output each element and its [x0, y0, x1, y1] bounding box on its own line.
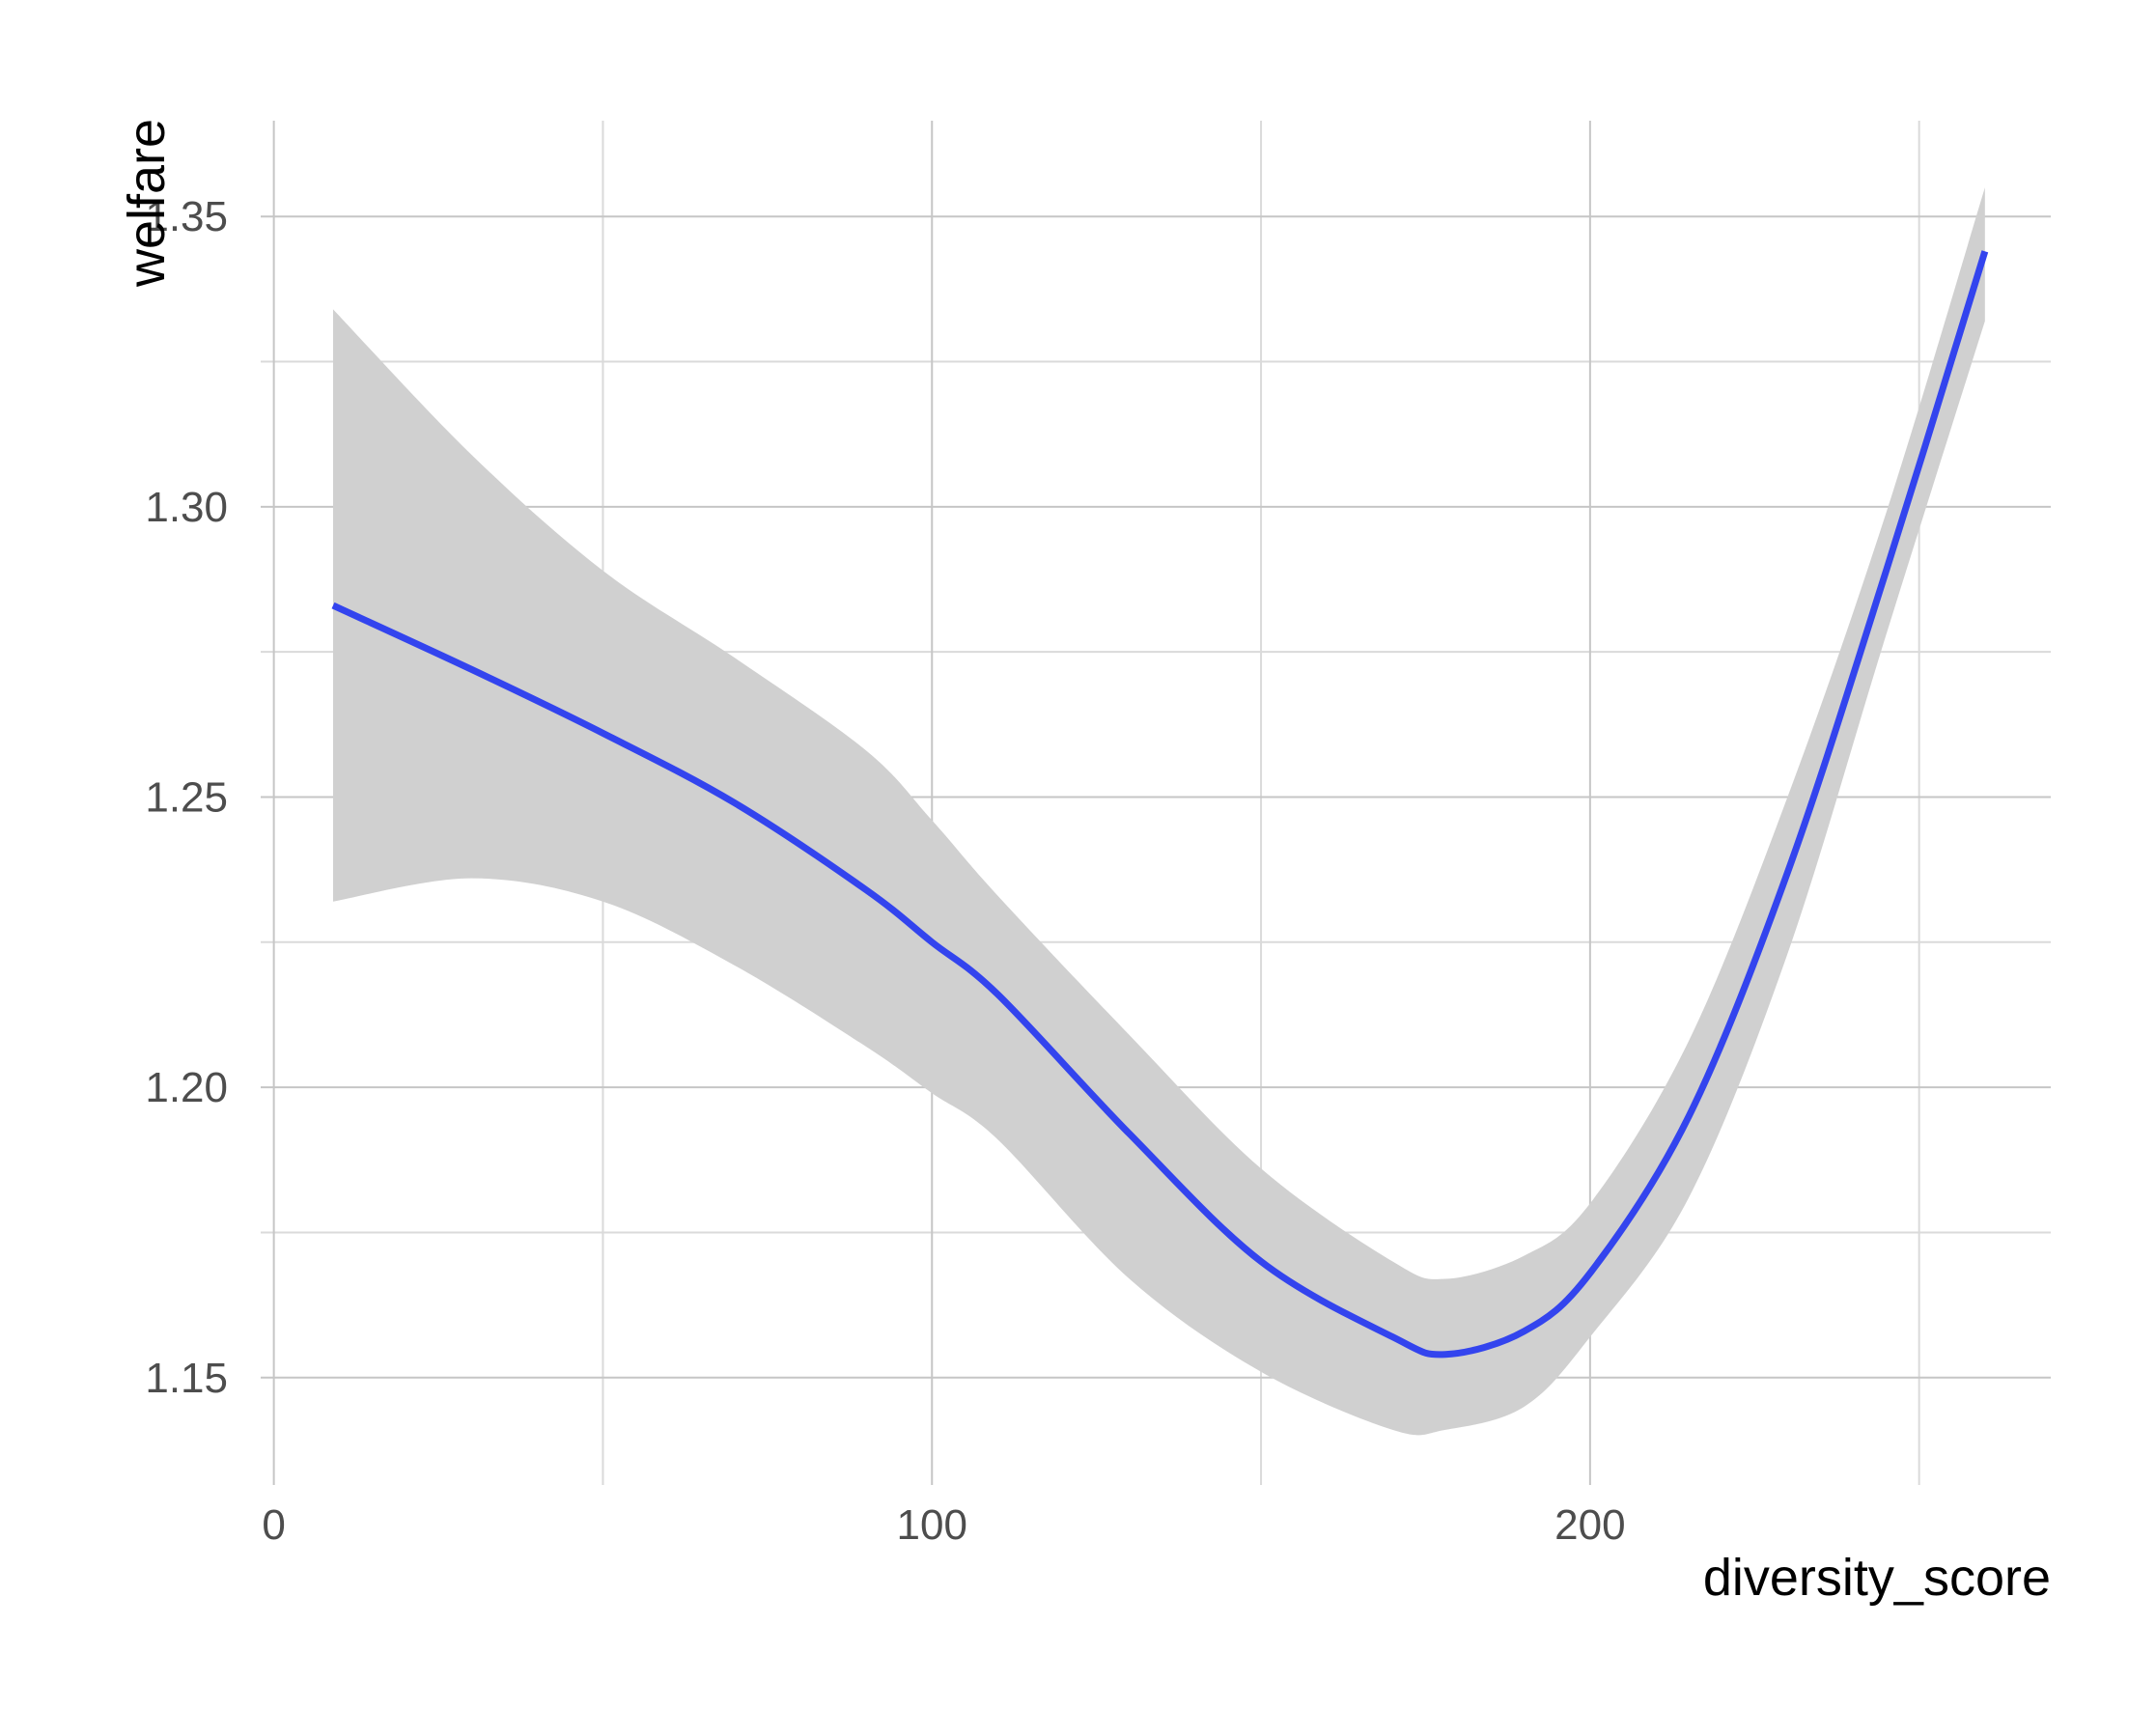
y-axis-title: welfare [118, 119, 176, 288]
x-tick-label: 100 [897, 1501, 967, 1549]
x-tick-label: 200 [1554, 1501, 1625, 1549]
y-tick-label: 1.35 [145, 193, 228, 240]
fit-line [331, 250, 1989, 1359]
x-axis-title: diversity_score [1703, 1549, 2051, 1607]
x-tick-label: 0 [262, 1501, 285, 1549]
y-tick-label: 1.15 [145, 1355, 228, 1402]
y-tick-label: 1.20 [145, 1064, 228, 1111]
series-layer [331, 187, 1989, 1436]
y-tick-label: 1.25 [145, 773, 228, 821]
confidence-band [332, 187, 1985, 1436]
y-tick-labels: 1.15 1.20 1.25 1.30 1.35 [145, 193, 228, 1402]
x-tick-labels: 0 100 200 [262, 1501, 1625, 1549]
y-tick-label: 1.30 [145, 484, 228, 531]
